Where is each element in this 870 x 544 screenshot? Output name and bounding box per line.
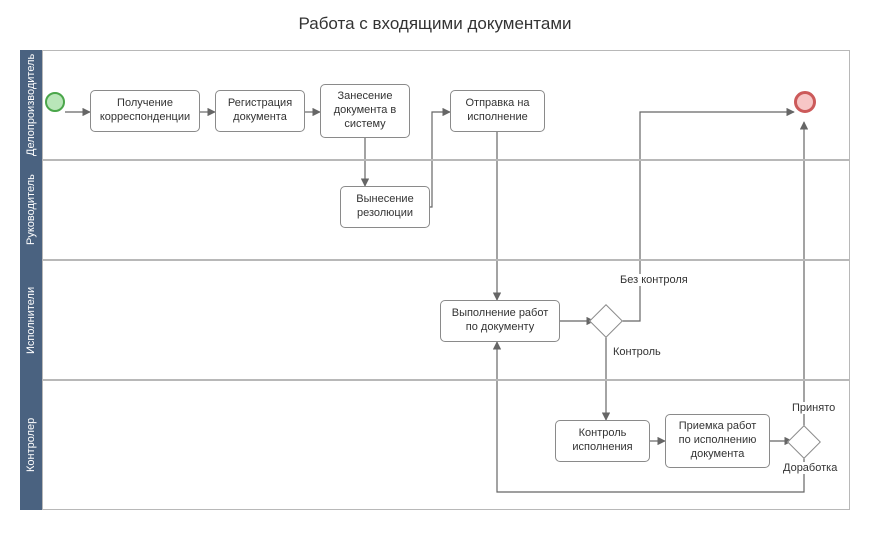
lane-header-lane4: Контролер <box>20 380 42 510</box>
edge-label-1: Контроль <box>613 346 661 358</box>
task-t4: Отправка на исполнение <box>450 90 545 132</box>
lane-header-lane3: Исполнители <box>20 260 42 380</box>
task-t1: Получение корреспонденции <box>90 90 200 132</box>
task-t2: Регистрация документа <box>215 90 305 132</box>
lane-header-lane1: Делопроизводитель <box>20 50 42 160</box>
task-t5: Вынесение резолюции <box>340 186 430 228</box>
bpmn-canvas: Работа с входящими документами Делопроиз… <box>0 0 870 544</box>
edge-label-0: Без контроля <box>620 274 688 286</box>
end-event <box>794 91 816 113</box>
task-t7: Контроль исполнения <box>555 420 650 462</box>
lane-header-lane2: Руководитель <box>20 160 42 260</box>
edge-label-3: Доработка <box>783 462 837 474</box>
task-t8: Приемка работ по исполнению документа <box>665 414 770 468</box>
lane-body-lane2 <box>42 160 850 260</box>
task-t3: Занесение документа в систему <box>320 84 410 138</box>
start-event <box>45 92 65 112</box>
diagram-title: Работа с входящими документами <box>0 14 870 34</box>
task-t6: Выполнение работ по документу <box>440 300 560 342</box>
edge-label-2: Принято <box>792 402 835 414</box>
